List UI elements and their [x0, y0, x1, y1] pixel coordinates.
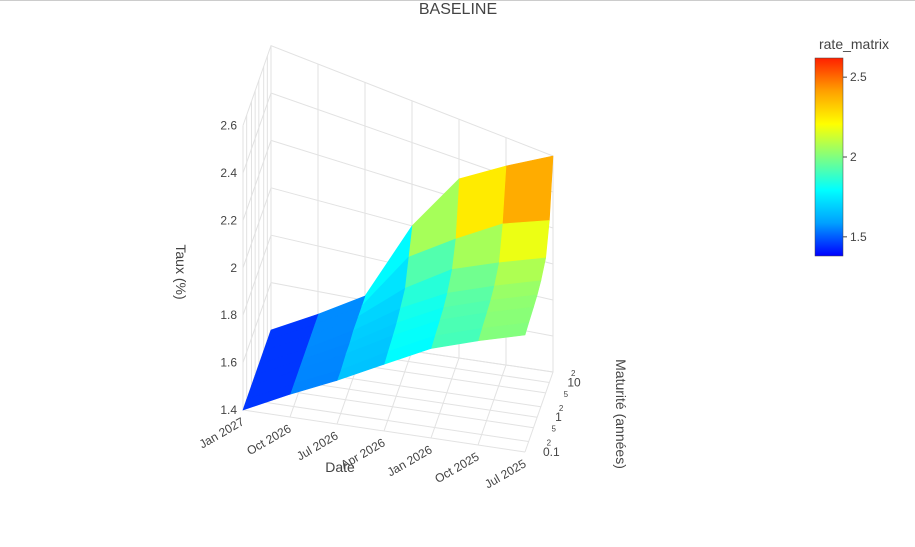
y-axis-title: Maturité (années) — [613, 359, 629, 469]
chart-title: BASELINE — [419, 1, 497, 18]
y-tick-label: 2 — [547, 439, 552, 448]
z-axis-title: Taux (%) — [173, 244, 189, 299]
surface-patch — [502, 155, 554, 225]
colorbar — [814, 57, 844, 257]
y-tick-label: 2 — [571, 369, 576, 378]
y-tick-label: 10 — [567, 375, 581, 389]
x-axis-title: Date — [325, 459, 355, 475]
z-tick-label: 2.6 — [220, 119, 237, 133]
surface-patch — [242, 383, 295, 411]
z-tick-label: 1.8 — [220, 308, 237, 322]
x-tick-label: Jan 2027 — [197, 414, 247, 451]
y-tick-label: 1 — [555, 410, 562, 424]
y-tick-label: 5 — [564, 390, 569, 399]
x-tick-label: Apr 2026 — [338, 435, 387, 472]
surface-patch — [498, 220, 550, 264]
colorbar-tick-label: 1.5 — [850, 230, 867, 244]
y-tick-label: 5 — [552, 425, 557, 434]
y-tick-label: 0.1 — [543, 445, 560, 459]
x-tick-label: Oct 2026 — [244, 421, 293, 458]
colorbar-tick-label: 2 — [850, 150, 857, 164]
colorbar-title: rate_matrix — [819, 36, 889, 52]
colorbar-tick-label: 2.5 — [850, 70, 867, 84]
y-tick-label: 2 — [559, 404, 564, 413]
z-tick-label: 1.4 — [220, 403, 237, 417]
x-tick-label: Jan 2026 — [385, 442, 435, 479]
x-tick-label: Jul 2025 — [482, 456, 529, 491]
z-tick-label: 2 — [230, 261, 237, 275]
x-tick-label: Oct 2025 — [432, 449, 481, 486]
z-tick-label: 2.2 — [220, 213, 237, 227]
z-tick-label: 1.6 — [220, 356, 237, 370]
z-tick-label: 2.4 — [220, 166, 237, 180]
